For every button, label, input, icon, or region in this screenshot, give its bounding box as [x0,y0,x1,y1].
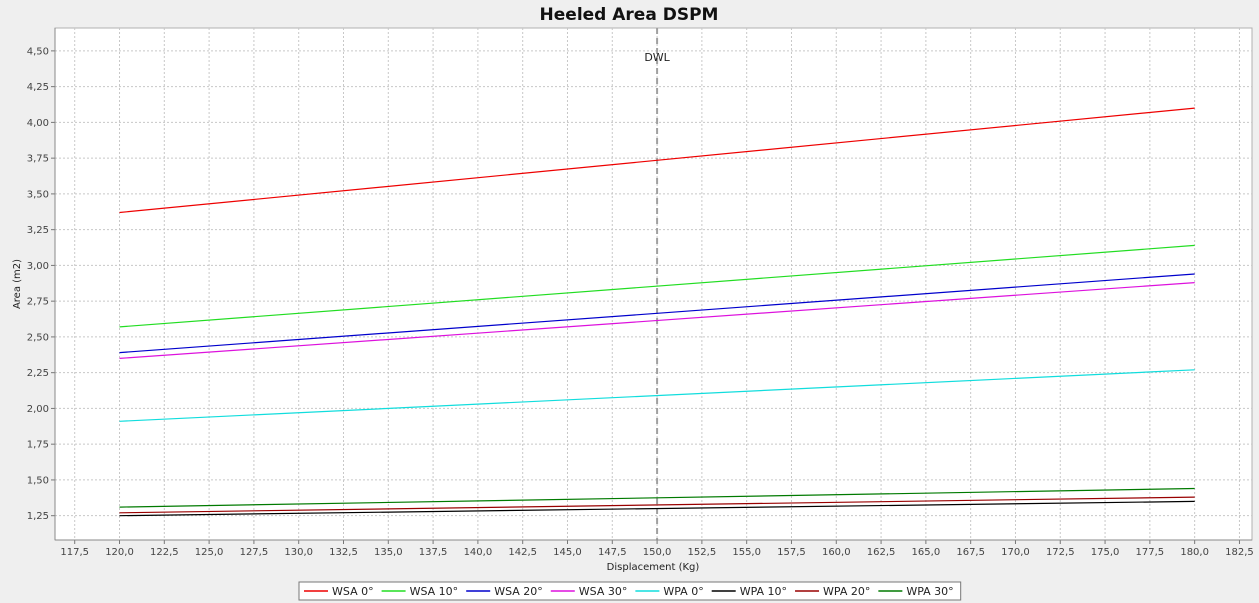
x-tick-label: 135,0 [374,547,403,558]
x-axis-label: Displacement (Kg) [607,562,700,573]
series-line-1 [119,107,1195,214]
legend-label-4: WSA 30° [579,585,628,598]
x-tick-label: 165,0 [912,547,941,558]
x-tick-label: 122,5 [150,547,179,558]
y-tick-label: 1,25 [27,511,49,522]
series-line-3 [119,273,1195,354]
x-tick-label: 182,5 [1225,547,1254,558]
series-line-6 [119,500,1195,517]
y-tick-label: 3,50 [27,189,49,200]
x-tick-label: 167,5 [956,547,985,558]
legend-label-2: WSA 10° [410,585,459,598]
x-tick-label: 155,0 [732,547,761,558]
y-tick-label: 1,75 [27,440,49,451]
axes: 117,5 120,0 122,5 125,0 127,5 130,0 132,5 135,0… [27,28,1254,558]
dwl-marker-label: DWL [644,51,670,64]
legend-label-8: WPA 30° [906,585,953,598]
x-tick-label: 172,5 [1046,547,1075,558]
series-line-7 [119,496,1195,514]
series-line-4 [119,282,1195,359]
series-line-5 [119,369,1195,422]
x-tick-label: 160,0 [822,547,851,558]
x-tick-label: 157,5 [777,547,806,558]
y-axis-label: Area (m2) [12,259,23,309]
x-tick-label: 152,5 [688,547,717,558]
y-tick-label: 4,50 [27,46,49,57]
x-tick-label: 180,0 [1180,547,1209,558]
x-tick-label: 177,5 [1136,547,1165,558]
y-tick-label: 2,75 [27,297,49,308]
x-tick-label: 145,0 [553,547,582,558]
x-tick-label: 120,0 [105,547,134,558]
x-tick-label: 137,5 [419,547,448,558]
y-tick-label: 2,50 [27,332,49,343]
x-tick-label: 140,0 [464,547,493,558]
y-tick-label: 4,00 [27,118,49,129]
y-tick-label: 3,75 [27,154,49,165]
x-tick-label: 125,0 [195,547,224,558]
x-tick-label: 175,0 [1091,547,1120,558]
y-tick-label: 3,00 [27,261,49,272]
series-line-8 [119,487,1195,508]
series-line-2 [119,244,1195,328]
x-tick-label: 162,5 [867,547,896,558]
x-tick-label: 170,0 [1001,547,1030,558]
series-layer [119,107,1195,517]
legend: WSA 0° WSA 10° WSA 20° WSA 30° WPA 0° WPA 10°… [298,581,962,601]
x-tick-label: 150,0 [643,547,672,558]
y-tick-label: 1,50 [27,475,49,486]
legend-box [298,581,962,601]
legend-label-7: WPA 20° [823,585,870,598]
chart-title: Heeled Area DSPM [540,5,719,25]
legend-label-3: WSA 20° [494,585,543,598]
plot-area [54,27,1253,541]
x-tick-label: 117,5 [60,547,89,558]
x-tick-label: 127,5 [240,547,269,558]
y-tick-label: 4,25 [27,82,49,93]
x-tick-label: 147,5 [598,547,627,558]
annotation-layer: DWL [644,28,671,540]
x-tick-label: 132,5 [329,547,358,558]
legend-label-5: WPA 0° [663,585,703,598]
y-tick-label: 2,00 [27,404,49,415]
y-tick-label: 2,25 [27,368,49,379]
legend-label-6: WPA 10° [740,585,787,598]
legend-label-1: WSA 0° [332,585,374,598]
y-tick-label: 3,25 [27,225,49,236]
x-tick-label: 142,5 [508,547,537,558]
x-tick-label: 130,0 [284,547,313,558]
